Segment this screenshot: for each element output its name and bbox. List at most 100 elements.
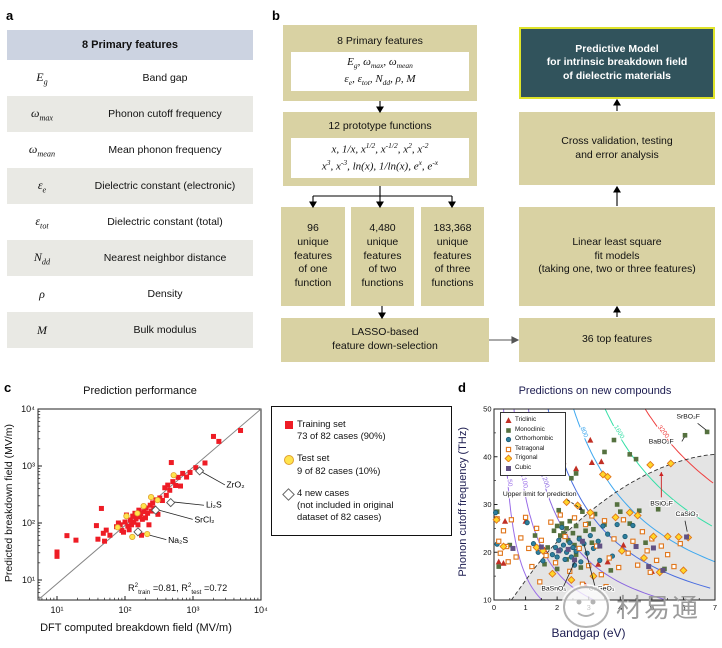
legend-marker [506, 465, 511, 471]
legend-marker [504, 454, 512, 462]
chart-d-title: Predictions on new compounds [518, 385, 672, 397]
compound-annotation: BSiO₂F [650, 500, 673, 507]
new-compounds-chart: 0123456710203040505010020040080016003200… [483, 405, 717, 613]
upper-limit-boundary [510, 453, 716, 601]
svg-text:10¹: 10¹ [50, 605, 63, 615]
legend-label: Test set 9 of 82 cases (10%) [297, 452, 381, 476]
legend-label: Triclinic [515, 416, 537, 424]
contour-label: 200 [540, 476, 550, 489]
point-annotation: ZrO₂ [226, 479, 244, 489]
feature-row: M Bulk modulus [7, 312, 253, 348]
svg-text:10¹: 10¹ [22, 575, 35, 585]
feature-description: Dielectric constant (electronic) [94, 180, 236, 192]
legend-marker [505, 417, 512, 424]
primary-features-title: 8 Primary features [337, 34, 423, 47]
legend-item: Triclinic [504, 416, 562, 424]
compound-annotation: CaSiO₃ [676, 511, 699, 518]
svg-text:10³: 10³ [186, 605, 199, 615]
legend-item: Cubic [504, 464, 562, 472]
feature-symbol: M [37, 322, 47, 337]
contour-line [604, 408, 713, 527]
feature-description: Phonon cutoff frequency [108, 108, 222, 120]
svg-text:4: 4 [618, 603, 622, 612]
chart-d-legend: Triclinic Monoclinic Orthorhombic Tetragona… [500, 412, 566, 476]
svg-text:10⁴: 10⁴ [254, 605, 268, 615]
workflow-flowchart: 8 Primary features Eg, ωmax, ωmean εe, εt… [270, 0, 722, 372]
chart-c-ylabel-wrap: Predicted breakdown field (MV/m) [3, 405, 15, 601]
legend-item: Trigonal [504, 454, 562, 462]
feature-row: ωmean Mean phonon frequency [7, 132, 253, 168]
feature-row: εe Dielectric constant (electronic) [7, 168, 253, 204]
feature-symbol: Eg [36, 69, 48, 87]
legend-marker [280, 421, 297, 429]
feature-row: εtot Dielectric constant (total) [7, 204, 253, 240]
point-annotation: Li₂S [206, 499, 222, 509]
top-features-box: 36 top features [519, 318, 715, 362]
contour-label: 100 [520, 477, 529, 489]
features-two-functions-box: 4,480 unique features of two functions [351, 207, 414, 306]
r-squared-note: R2train =0.81, R2test =0.72 [128, 582, 228, 596]
feature-row: Ndd Nearest neighbor distance [7, 240, 253, 276]
legend-label: Orthorhombic [515, 435, 554, 443]
feature-row: ρ Density [7, 276, 253, 312]
compound-annotation: BaBO₂F [649, 438, 674, 445]
svg-text:2: 2 [555, 603, 559, 612]
compound-annotation: Upper limit for prediction [503, 491, 577, 498]
prediction-performance-chart: 10¹ 10¹ 10² 10² 10³ 10³ 10⁴ 10⁴ ZrO₂ Li₂S SrCl₂ Na₂… [21, 404, 268, 615]
legend-marker [280, 455, 297, 466]
chart-c-legend: Training set 73 of 82 cases (90%) Test se… [271, 406, 452, 536]
legend-label: Training set 73 of 82 cases (90%) [297, 418, 386, 442]
legend-label: Tetragonal [515, 444, 545, 452]
legend-item: Test set 9 of 82 cases (10%) [280, 452, 443, 476]
series-cubic [510, 534, 690, 573]
table-header: 8 Primary features [7, 30, 253, 60]
fit-models-box: Linear least square fit models (taking o… [519, 207, 715, 306]
prediction-region [511, 454, 715, 600]
series-tetragonal [494, 512, 683, 590]
feature-symbol: Ndd [33, 249, 51, 267]
legend-marker [506, 427, 511, 433]
legend-marker [505, 436, 512, 443]
feature-symbol: ρ [39, 286, 45, 301]
svg-text:7: 7 [713, 603, 717, 612]
series-test-set [114, 472, 177, 541]
feature-symbol: εe [37, 177, 47, 195]
feature-description: Mean phonon frequency [108, 144, 222, 156]
svg-text:10²: 10² [118, 605, 131, 615]
contour-label: 50 [506, 479, 514, 487]
svg-text:10³: 10³ [22, 461, 35, 471]
features-one-function-box: 96 unique features of one function [281, 207, 345, 306]
point-annotation: SrCl₂ [194, 515, 214, 525]
svg-text:50: 50 [483, 405, 491, 414]
svg-text:10⁴: 10⁴ [21, 404, 35, 414]
feature-row: Eg Band gap [7, 60, 253, 96]
chart-c-title: Prediction performance [83, 385, 197, 397]
compound-annotation: CaGeO₃ [589, 585, 615, 592]
legend-marker [280, 488, 297, 501]
watermark-logo [561, 584, 611, 630]
compound-annotation: BaSnO₃ [541, 585, 566, 592]
legend-label: Monoclinic [515, 425, 545, 433]
legend-item: Training set 73 of 82 cases (90%) [280, 418, 443, 442]
point-annotation: Na₂S [168, 535, 188, 545]
legend-label: Cubic [515, 463, 532, 471]
svg-text:5: 5 [650, 603, 654, 612]
chart-d-xlabel: Bandgap (eV) [551, 626, 626, 640]
panel-b-label: b [272, 8, 280, 23]
legend-item: Tetragonal [504, 445, 562, 453]
contour-line [644, 408, 714, 484]
legend-item: Orthorhombic [504, 435, 562, 443]
cross-validation-box: Cross validation, testing and error anal… [519, 112, 715, 185]
svg-text:10²: 10² [22, 518, 35, 528]
watermark: 材易通 [552, 580, 700, 632]
prototype-functions-box: 12 prototype functions x, 1/x, x1/2, x-1… [283, 112, 477, 186]
primary-features-box: 8 Primary features Eg, ωmax, ωmean εe, εt… [283, 25, 477, 101]
svg-text:1: 1 [523, 603, 527, 612]
feature-description: Band gap [142, 72, 188, 84]
chart-d-ylabel: Phonon cutoff frequency (THz) [457, 427, 469, 577]
primary-features-table: 8 Primary features Eg Band gap ωmax Phonon … [7, 30, 253, 348]
prototype-functions-title: 12 prototype functions [328, 120, 432, 133]
feature-symbol: εtot [35, 213, 49, 231]
svg-text:40: 40 [483, 452, 491, 461]
feature-row: ωmax Phonon cutoff frequency [7, 96, 253, 132]
